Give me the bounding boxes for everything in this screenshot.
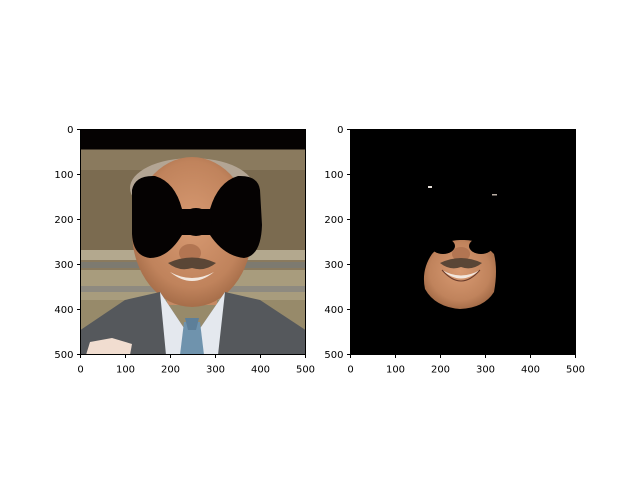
left-x-tick-label: 500	[296, 365, 315, 376]
left-y-tick-label: 300	[54, 260, 73, 271]
right-x-tick-label: 0	[347, 365, 353, 376]
left-image-panel: 0 100 200 300 400 500 0 100 200 300 400 500	[54, 125, 315, 376]
right-y-tick-label: 500	[324, 350, 343, 361]
right-y-tick-label: 0	[337, 125, 343, 136]
left-x-tick-label: 200	[161, 365, 180, 376]
right-x-tick-label: 100	[386, 365, 405, 376]
left-x-tick-label: 400	[251, 365, 270, 376]
right-axes-frame	[350, 129, 576, 355]
right-y-axis: 0 100 200 300 400 500	[324, 125, 351, 361]
right-y-tick-label: 200	[324, 215, 343, 226]
right-x-tick-label: 300	[476, 365, 495, 376]
right-x-tick-label: 200	[431, 365, 450, 376]
left-y-tick-label: 400	[54, 305, 73, 316]
right-image-panel: 0 100 200 300 400 500 0 100 200 300 400 500	[324, 125, 585, 376]
left-y-axis: 0 100 200 300 400 500	[54, 125, 81, 361]
right-image	[350, 129, 576, 355]
left-y-tick-label: 500	[54, 350, 73, 361]
left-y-tick-label: 100	[54, 170, 73, 181]
left-y-tick-label: 0	[67, 125, 73, 136]
left-axes-frame	[80, 129, 306, 355]
right-y-tick-label: 300	[324, 260, 343, 271]
left-x-tick-label: 0	[77, 365, 83, 376]
left-x-tick-label: 300	[206, 365, 225, 376]
right-y-tick-label: 400	[324, 305, 343, 316]
left-y-tick-label: 200	[54, 215, 73, 226]
right-x-axis: 0 100 200 300 400 500	[347, 354, 585, 376]
right-x-tick-label: 400	[521, 365, 540, 376]
right-y-tick-label: 100	[324, 170, 343, 181]
left-image	[80, 129, 306, 355]
left-x-axis: 0 100 200 300 400 500	[77, 354, 315, 376]
right-x-tick-label: 500	[566, 365, 585, 376]
left-x-tick-label: 100	[116, 365, 135, 376]
